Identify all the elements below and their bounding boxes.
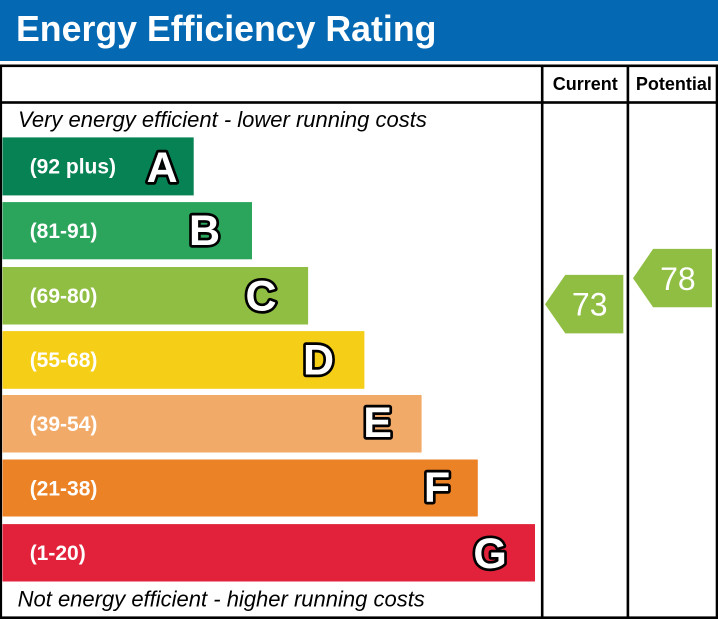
svg-text:Potential: Potential (636, 74, 712, 94)
svg-text:78: 78 (660, 261, 696, 297)
svg-text:C: C (246, 272, 277, 320)
svg-text:A: A (147, 144, 178, 192)
svg-text:Current: Current (553, 74, 618, 94)
svg-text:E: E (363, 399, 392, 447)
svg-text:(39-54): (39-54) (30, 413, 98, 436)
svg-text:(92 plus): (92 plus) (30, 155, 116, 178)
svg-text:Not energy efficient - higher: Not energy efficient - higher running co… (18, 586, 425, 611)
svg-text:B: B (189, 207, 220, 255)
svg-text:Very energy efficient - lower: Very energy efficient - lower running co… (18, 107, 427, 132)
svg-text:(69-80): (69-80) (30, 285, 98, 308)
svg-text:D: D (303, 337, 334, 385)
svg-text:Energy Efficiency Rating: Energy Efficiency Rating (16, 9, 436, 49)
svg-text:(21-38): (21-38) (30, 478, 98, 501)
svg-text:(1-20): (1-20) (30, 542, 86, 565)
svg-text:(81-91): (81-91) (30, 220, 98, 243)
svg-text:F: F (424, 464, 450, 512)
svg-text:(55-68): (55-68) (30, 349, 98, 372)
svg-text:73: 73 (572, 287, 608, 323)
svg-text:G: G (473, 530, 506, 578)
